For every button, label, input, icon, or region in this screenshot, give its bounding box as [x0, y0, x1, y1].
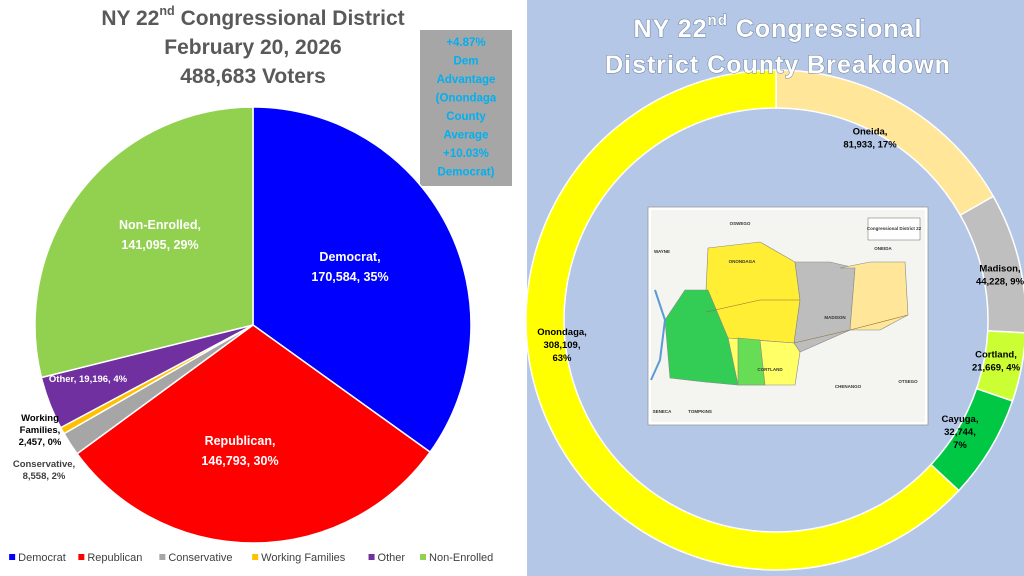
- annotation: +4.87%: [446, 37, 485, 49]
- map-oneida: [839, 261, 909, 331]
- map-label: OTSEGO: [898, 379, 918, 384]
- data-label-line: 7%: [953, 440, 967, 451]
- map-legend: [867, 217, 921, 241]
- data-label-line: 141,095, 29%: [121, 238, 198, 252]
- title-part: Congressional District: [175, 7, 405, 30]
- data-label: Cayuga, 32,744, 7%: [942, 414, 979, 451]
- data-label-line: Cayuga,: [942, 414, 979, 425]
- map-label: ONONDAGA: [729, 259, 756, 264]
- title-part: NY 22: [634, 15, 708, 43]
- legend-label: Other: [378, 552, 406, 564]
- title-part: nd: [159, 4, 174, 18]
- data-label: Democrat, 170,584, 35%: [311, 250, 388, 284]
- data-label-line: Onondaga,: [537, 327, 587, 338]
- divider: [522, 0, 527, 576]
- data-label-line: Democrat,: [319, 250, 380, 264]
- map: [647, 206, 929, 426]
- annotation: Democrat): [438, 167, 495, 179]
- data-label: Onondaga, 308,109, 63%: [537, 327, 587, 364]
- annotation: +10.03%: [443, 148, 489, 160]
- data-label: Working Families, 2,457, 0%: [19, 413, 62, 448]
- annotation: County: [446, 111, 486, 123]
- title-part: February 20, 2026: [164, 36, 341, 59]
- data-label: Conservative, 8,558, 2%: [13, 459, 75, 482]
- data-label-line: 146,793, 30%: [201, 454, 278, 468]
- title-part: NY 22: [101, 7, 159, 30]
- legend-swatch: [159, 554, 166, 560]
- data-label-line: Oneida,: [853, 126, 888, 137]
- data-label: Cortland, 21,669, 4%: [972, 349, 1021, 373]
- chart-title: NY 22nd Congressional: [634, 12, 923, 42]
- legend-swatch: [420, 554, 427, 560]
- legend-label: Working Families: [261, 552, 346, 564]
- map-lake: [650, 289, 667, 381]
- data-label-line: 44,228, 9%: [976, 276, 1024, 287]
- annotation: Dem: [454, 56, 479, 68]
- map-label: OSWEGO: [730, 221, 751, 226]
- data-label-line: Cortland,: [975, 349, 1017, 360]
- map-cayuga: [664, 289, 739, 386]
- data-label-line: Working: [21, 413, 59, 424]
- legend-label: Democrat: [18, 552, 66, 564]
- map-label: CORTLAND: [757, 367, 783, 372]
- title-part: Congressional: [728, 15, 923, 43]
- annotation: Advantage: [437, 74, 496, 86]
- data-label-line: Madison,: [979, 263, 1020, 274]
- legend-label: Republican: [87, 552, 142, 564]
- map-label: SENECA: [653, 409, 673, 414]
- title-part: 488,683 Voters: [180, 65, 326, 88]
- map-label: MADISON: [824, 315, 845, 320]
- annotation: Average: [444, 130, 489, 142]
- data-label-line: Other, 19,196, 4%: [49, 374, 128, 385]
- title-part: nd: [708, 12, 728, 29]
- map-cortland-west: [737, 337, 766, 386]
- data-label-line: Conservative,: [13, 459, 75, 470]
- donut-slice: [525, 69, 960, 571]
- data-label-line: 170,584, 35%: [311, 270, 388, 284]
- chart-title: 488,683 Voters: [180, 65, 326, 88]
- data-label: Republican, 146,793, 30%: [201, 434, 278, 468]
- map-label: WAYNE: [654, 249, 670, 254]
- data-label: Other, 19,196, 4%: [49, 374, 128, 385]
- data-label: Non-Enrolled, 141,095, 29%: [119, 218, 201, 252]
- data-label-line: Republican,: [205, 434, 276, 448]
- legend-label: Conservative: [168, 552, 232, 564]
- data-label-line: 2,457, 0%: [19, 437, 62, 448]
- legend-label: Non-Enrolled: [429, 552, 493, 564]
- map-label: TOMPKINS: [688, 409, 712, 414]
- chart-title: District County Breakdown: [605, 51, 951, 79]
- legend-swatch: [78, 554, 85, 560]
- data-label-line: 21,669, 4%: [972, 362, 1021, 373]
- pie-slice: [252, 106, 472, 454]
- data-label-line: 308,109,: [544, 340, 581, 351]
- map-borders: [705, 299, 909, 344]
- data-label-line: 63%: [552, 353, 572, 364]
- legend-swatch: [252, 554, 259, 560]
- map-label: Congressional District 22: [867, 226, 922, 231]
- map-label: ONEIDA: [874, 246, 892, 251]
- data-label-line: 32,744,: [944, 427, 976, 438]
- title-part: District County Breakdown: [605, 51, 951, 79]
- pie-slice: [34, 106, 254, 379]
- chart-title: February 20, 2026: [164, 36, 341, 59]
- data-label-line: Non-Enrolled,: [119, 218, 201, 232]
- annotation: (Onondaga: [436, 93, 497, 105]
- legend-swatch: [9, 554, 16, 560]
- data-label-line: 8,558, 2%: [23, 471, 66, 482]
- map-label: CHENANGO: [835, 384, 862, 389]
- data-label-line: Families,: [20, 425, 61, 436]
- data-label: Oneida, 81,933, 17%: [843, 126, 897, 150]
- chart-title: NY 22nd Congressional District: [101, 4, 404, 29]
- pie-slice: [76, 324, 432, 544]
- data-label-line: 81,933, 17%: [843, 139, 897, 150]
- data-label: Madison, 44,228, 9%: [976, 263, 1024, 287]
- legend-swatch: [368, 554, 375, 560]
- annotation-box: [420, 30, 512, 186]
- map-madison: [793, 261, 856, 353]
